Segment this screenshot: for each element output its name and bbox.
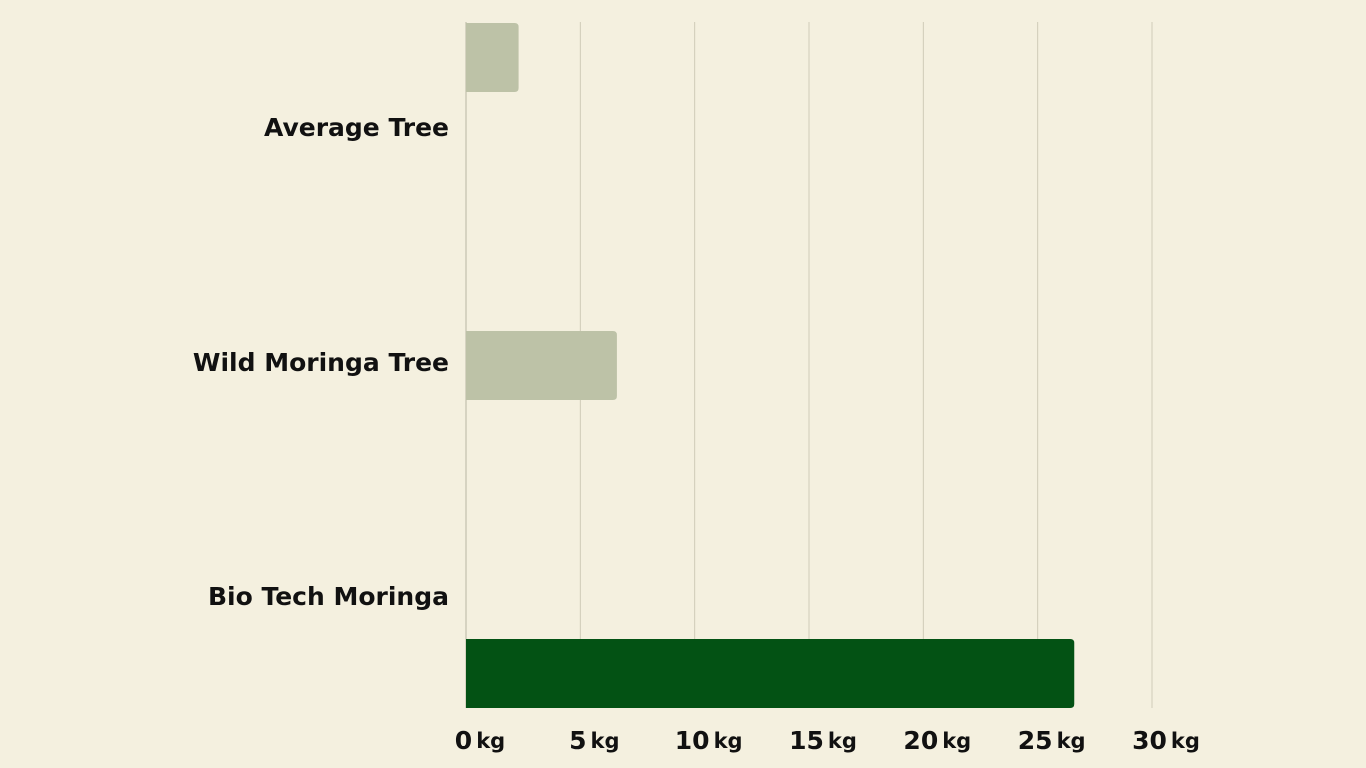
x-tick-label-20: 20 kg bbox=[903, 726, 971, 755]
category-label: Average Tree bbox=[264, 113, 449, 142]
tick-value: 20 bbox=[903, 726, 938, 755]
tick-unit: kg bbox=[942, 729, 971, 753]
tick-unit: kg bbox=[1171, 729, 1200, 753]
category-labels: Average Tree Wild Moringa Tree Bio Tech Mo… bbox=[193, 113, 449, 611]
gridlines bbox=[465, 22, 1153, 708]
category-label: Bio Tech Moringa bbox=[208, 582, 449, 611]
x-tick-label-30: 30 kg bbox=[1132, 726, 1200, 755]
x-tick-labels: 0 kg 5 kg 10 kg 15 kg 20 kg 25 kg 30 kg bbox=[455, 726, 1200, 755]
tick-value: 25 bbox=[1018, 726, 1053, 755]
tick-unit: kg bbox=[828, 729, 857, 753]
tick-value: 5 bbox=[569, 726, 586, 755]
tick-value: 0 bbox=[455, 726, 472, 755]
x-tick-label-25: 25 kg bbox=[1018, 726, 1086, 755]
x-tick-label-15: 15 kg bbox=[789, 726, 857, 755]
bar-wild-moringa-tree bbox=[466, 331, 617, 400]
bars bbox=[466, 23, 1075, 708]
bar-bio-tech-moringa bbox=[466, 639, 1075, 708]
tick-value: 30 bbox=[1132, 726, 1167, 755]
category-label: Wild Moringa Tree bbox=[193, 348, 449, 377]
tick-value: 15 bbox=[789, 726, 824, 755]
tick-unit: kg bbox=[1057, 729, 1086, 753]
x-tick-label-0: 0 kg bbox=[455, 726, 505, 755]
x-tick-label-10: 10 kg bbox=[675, 726, 743, 755]
tick-unit: kg bbox=[591, 729, 620, 753]
bar-average-tree bbox=[466, 23, 519, 92]
tick-unit: kg bbox=[476, 729, 505, 753]
tick-value: 10 bbox=[675, 726, 710, 755]
x-tick-label-5: 5 kg bbox=[569, 726, 619, 755]
tick-unit: kg bbox=[714, 729, 743, 753]
